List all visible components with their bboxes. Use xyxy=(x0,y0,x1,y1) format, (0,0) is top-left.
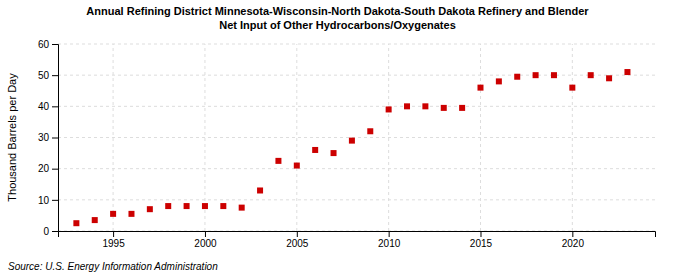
points xyxy=(73,69,630,226)
tick-label: 10 xyxy=(38,195,50,206)
tick-label: 2005 xyxy=(286,238,309,249)
point xyxy=(128,211,134,217)
tick-label: 0 xyxy=(43,226,49,237)
tick-mark xyxy=(572,231,573,237)
grid-line xyxy=(58,75,655,76)
point xyxy=(349,138,355,144)
point xyxy=(73,220,79,226)
tick: 20 xyxy=(38,163,58,174)
tick-mark xyxy=(52,75,58,76)
tick-mark xyxy=(52,138,58,139)
point xyxy=(257,187,263,193)
tick-mark xyxy=(297,231,298,237)
tick: 2020 xyxy=(562,231,585,249)
point xyxy=(569,85,575,91)
tick-mark xyxy=(52,106,58,107)
point xyxy=(147,206,153,212)
chart: Annual Refining District Minnesota-Wisco… xyxy=(0,0,675,275)
tick-mark xyxy=(52,169,58,170)
point xyxy=(184,203,190,209)
point xyxy=(92,217,98,223)
grid-line xyxy=(58,44,655,45)
point xyxy=(533,72,539,78)
tick-label: 2015 xyxy=(470,238,493,249)
tick: 60 xyxy=(38,39,58,50)
point xyxy=(312,147,318,153)
tick-label: 1995 xyxy=(102,238,125,249)
tick-label: 20 xyxy=(38,163,50,174)
grid-line xyxy=(572,44,573,231)
point xyxy=(422,103,428,109)
point xyxy=(459,105,465,111)
tick: 10 xyxy=(38,195,58,206)
tick-label: 60 xyxy=(38,39,50,50)
axis-line xyxy=(52,45,59,232)
grid-line xyxy=(296,44,297,231)
tick: 2010 xyxy=(378,231,401,249)
point xyxy=(514,74,520,80)
y-axis-title: Thousand Barrels per Day xyxy=(6,73,18,202)
point xyxy=(331,150,337,156)
tick-label: 2010 xyxy=(378,238,401,249)
tick: 0 xyxy=(43,226,58,237)
point xyxy=(404,103,410,109)
point xyxy=(275,158,281,164)
x-axis: 1995 2000 2005 2010 2015 2020 xyxy=(59,231,656,249)
tick-mark xyxy=(480,231,481,237)
tick-mark xyxy=(52,44,58,45)
tick-mark xyxy=(52,200,58,201)
point xyxy=(477,85,483,91)
tick: 2015 xyxy=(470,231,493,249)
point xyxy=(220,203,226,209)
tick-label: 2000 xyxy=(194,238,217,249)
grid xyxy=(58,44,655,231)
tick-mark xyxy=(52,231,58,232)
point xyxy=(202,203,208,209)
point xyxy=(239,205,245,211)
point xyxy=(367,128,373,134)
tick: 50 xyxy=(38,70,58,81)
point xyxy=(588,72,594,78)
grid-line xyxy=(58,199,655,200)
axis-line xyxy=(59,232,656,238)
point xyxy=(624,69,630,75)
point xyxy=(110,211,116,217)
tick-mark xyxy=(113,231,114,237)
grid-line xyxy=(58,168,655,169)
point xyxy=(551,72,557,78)
point xyxy=(386,106,392,112)
tick-label: 50 xyxy=(38,70,50,81)
point xyxy=(165,203,171,209)
tick-label: 30 xyxy=(38,132,50,143)
tick-label: 40 xyxy=(38,101,50,112)
tick: 1995 xyxy=(102,231,125,249)
point xyxy=(496,78,502,84)
tick-label: 2020 xyxy=(562,238,585,249)
tick: 2005 xyxy=(286,231,309,249)
tick: 30 xyxy=(38,132,58,143)
annotation: Source: U.S. Energy Information Administ… xyxy=(8,261,218,272)
tick-mark xyxy=(205,231,206,237)
grid-line xyxy=(58,137,655,138)
point xyxy=(606,75,612,81)
tick: 2000 xyxy=(194,231,217,249)
title: Annual Refining District Minnesota-Wisco… xyxy=(86,5,589,17)
subtitle: Net Input of Other Hydrocarbons/Oxygenat… xyxy=(219,19,456,31)
point xyxy=(294,163,300,169)
grid-line xyxy=(58,106,655,107)
point xyxy=(441,105,447,111)
y-axis: 0 10 20 30 40 50 60 xyxy=(38,39,59,237)
tick: 40 xyxy=(38,101,58,112)
tick-mark xyxy=(389,231,390,237)
